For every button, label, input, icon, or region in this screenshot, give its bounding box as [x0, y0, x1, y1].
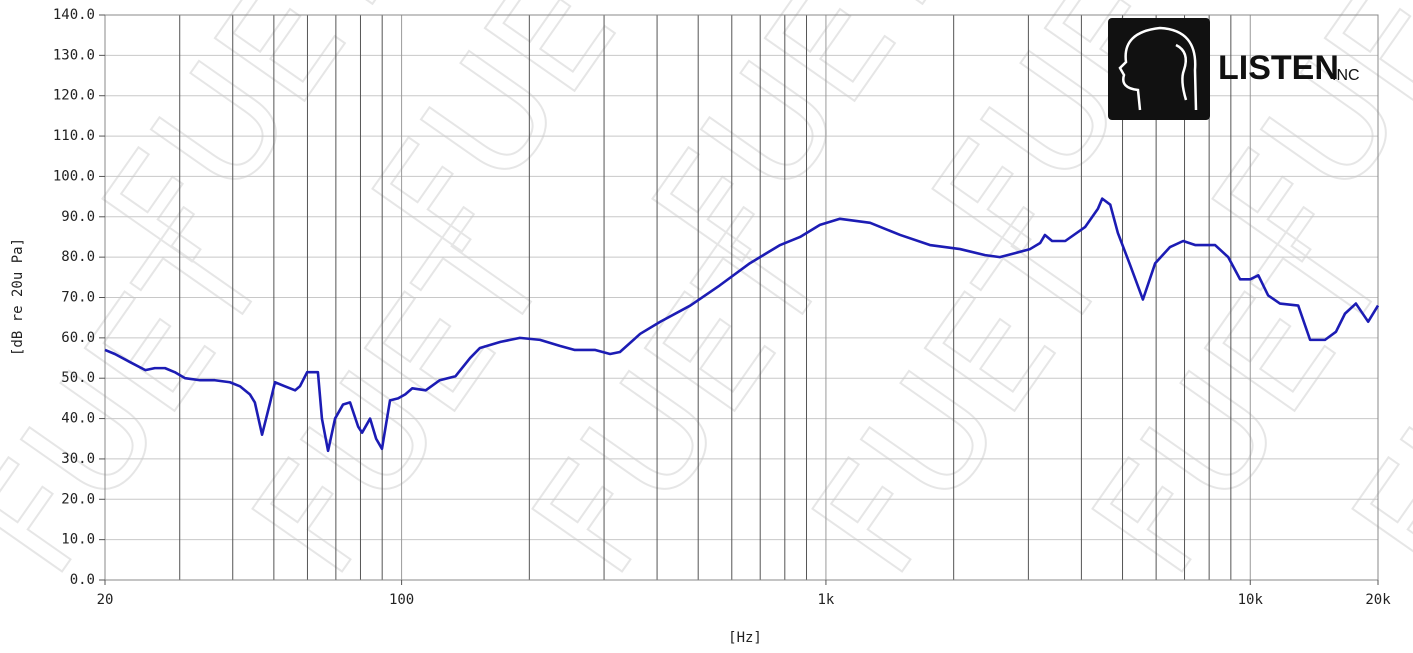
- x-tick-label: 20: [97, 592, 114, 608]
- y-tick-label: 120.0: [53, 88, 95, 104]
- y-tick-label: 30.0: [61, 451, 95, 467]
- watermark: FUET: [0, 190, 303, 604]
- logo: LISTEN INC: [1108, 18, 1360, 120]
- y-axis-label: [dB re 20u Pa]: [10, 238, 26, 356]
- y-tick-label: 10.0: [61, 532, 95, 548]
- x-tick-label: 20k: [1365, 592, 1391, 608]
- logo-name: LISTEN: [1218, 49, 1339, 87]
- y-tick-label: 130.0: [53, 47, 95, 63]
- watermark: FUET: [1061, 190, 1413, 604]
- x-tick-label: 100: [389, 592, 414, 608]
- x-tick-label: 10k: [1238, 592, 1264, 608]
- data-line: [104, 197, 1380, 453]
- y-tick-label: 40.0: [61, 411, 95, 427]
- logo-suffix: INC: [1332, 67, 1360, 84]
- y-tick-label: 70.0: [61, 290, 95, 306]
- x-tick-label: 1k: [817, 592, 834, 608]
- watermark: FUET: [501, 190, 864, 604]
- logo-head: [1118, 26, 1198, 111]
- watermark: FUET: [781, 190, 1144, 604]
- logo-hand: [1175, 43, 1188, 101]
- y-tick-label: 90.0: [61, 209, 95, 225]
- x-axis-label: [Hz]: [728, 630, 762, 646]
- y-tick-label: 50.0: [61, 370, 95, 386]
- y-tick-label: 80.0: [61, 249, 95, 265]
- y-tick-label: 110.0: [53, 128, 95, 144]
- y-tick-label: 0.0: [70, 572, 95, 588]
- y-tick-label: 20.0: [61, 491, 95, 507]
- y-tick-label: 140.0: [53, 7, 95, 23]
- watermark: FUET: [341, 0, 704, 284]
- y-tick-label: 100.0: [53, 168, 95, 184]
- y-tick-label: 60.0: [61, 330, 95, 346]
